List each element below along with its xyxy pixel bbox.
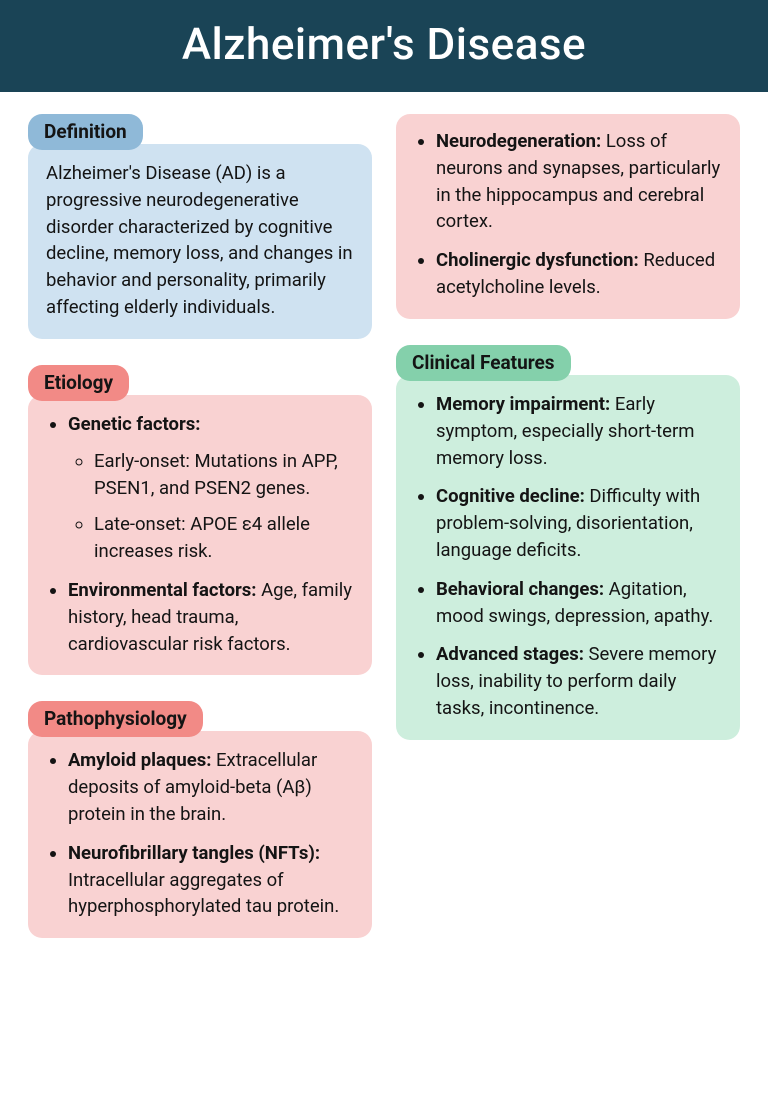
rest: Intracellular aggregates of hyperphospho… [68,869,339,918]
section-etiology: Etiology Genetic factors: Early-onset: M… [28,365,372,676]
term: Cholinergic dysfunction: [436,249,639,271]
pill-definition: Definition [28,114,143,150]
list-item: Cholinergic dysfunction: Reduced acetylc… [436,247,722,301]
list-item: Advanced stages: Severe memory loss, ina… [436,641,722,721]
pill-clinical: Clinical Features [396,345,571,381]
box-definition: Alzheimer's Disease (AD) is a progressiv… [28,144,372,339]
term: Neurofibrillary tangles (NFTs): [68,842,320,864]
term: Environmental factors: [68,579,257,601]
sub-item: Early-onset: Mutations in APP, PSEN1, an… [94,448,354,502]
term: Cognitive decline: [436,485,585,507]
section-definition: Definition Alzheimer's Disease (AD) is a… [28,114,372,339]
section-pathophysiology-cont: Neurodegeneration: Loss of neurons and s… [396,114,740,319]
term: Memory impairment: [436,393,610,415]
page-title: Alzheimer's Disease [0,0,768,92]
section-clinical: Clinical Features Memory impairment: Ear… [396,345,740,740]
term: Behavioral changes: [436,578,604,600]
box-etiology: Genetic factors: Early-onset: Mutations … [28,395,372,676]
list-item: Neurofibrillary tangles (NFTs): Intracel… [68,840,354,920]
list-item: Genetic factors: Early-onset: Mutations … [68,411,354,565]
box-pathophysiology-cont: Neurodegeneration: Loss of neurons and s… [396,114,740,319]
term: Amyloid plaques: [68,749,211,771]
sub-item: Late-onset: APOE ε4 allele increases ris… [94,511,354,565]
term: Neurodegeneration: [436,130,601,152]
list-item: Amyloid plaques: Extracellular deposits … [68,747,354,827]
box-clinical: Memory impairment: Early symptom, especi… [396,375,740,740]
section-pathophysiology: Pathophysiology Amyloid plaques: Extrace… [28,701,372,938]
term: Advanced stages: [436,643,584,665]
definition-text: Alzheimer's Disease (AD) is a progressiv… [46,160,354,321]
list-item: Memory impairment: Early symptom, especi… [436,391,722,471]
content-columns: Definition Alzheimer's Disease (AD) is a… [0,92,768,986]
pill-etiology: Etiology [28,365,129,401]
list-item: Cognitive decline: Difficulty with probl… [436,483,722,563]
list-item: Neurodegeneration: Loss of neurons and s… [436,128,722,235]
pill-pathophysiology: Pathophysiology [28,701,203,737]
list-item: Environmental factors: Age, family histo… [68,577,354,657]
term: Genetic factors: [68,413,200,435]
list-item: Behavioral changes: Agitation, mood swin… [436,576,722,630]
box-pathophysiology: Amyloid plaques: Extracellular deposits … [28,731,372,938]
